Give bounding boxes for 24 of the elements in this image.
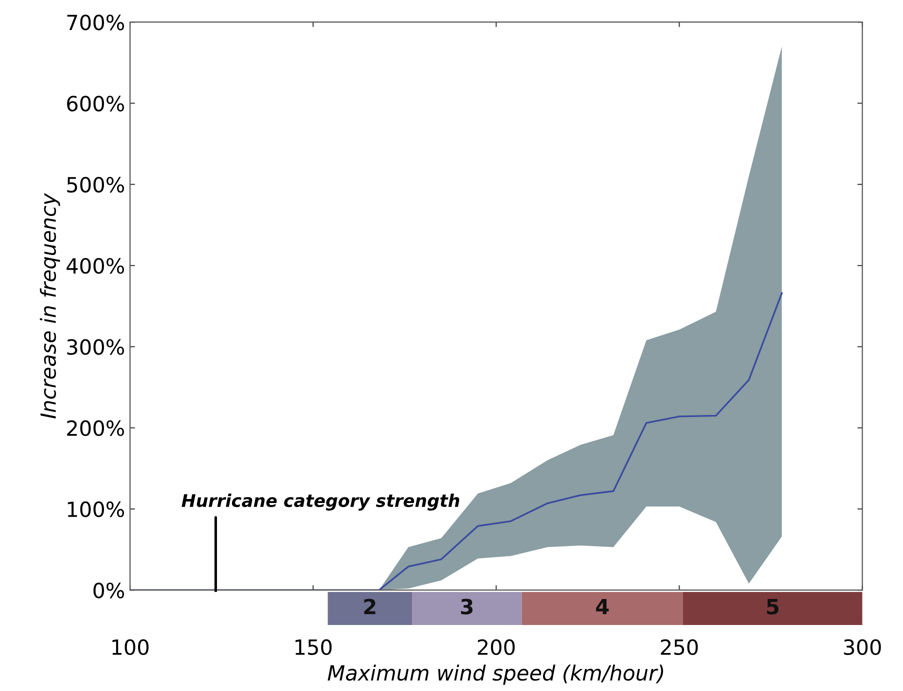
y-tick-label: 300% (67, 339, 124, 355)
y-tick-label: 700% (67, 14, 124, 30)
series-label: 2 (364, 598, 376, 614)
x-tick-label: 200 (478, 639, 515, 656)
y-tick-label: 200% (67, 420, 124, 436)
annotation: Hurricane category strength (182, 494, 460, 511)
x-tick-label: 250 (660, 639, 698, 656)
series-label: 4 (596, 598, 609, 614)
bar (328, 592, 412, 626)
y-tick-label: 500% (67, 176, 124, 193)
bar (682, 592, 862, 626)
x-tick-label: 100 (112, 639, 149, 656)
bar (412, 592, 522, 626)
y-tick-label: 400% (66, 258, 124, 274)
y-tick-label: 100% (68, 501, 124, 518)
x-tick-label: 150 (296, 639, 332, 656)
y-tick-label: 600% (67, 96, 124, 112)
x-axis-title: Maximum wind speed (km/hour) (328, 664, 664, 685)
bar (522, 592, 683, 626)
y-tick-label: 0% (93, 582, 124, 598)
series-label: 3 (461, 598, 472, 614)
series-label: 5 (767, 598, 778, 614)
x-tick-label: 300 (844, 639, 881, 656)
y-axis-title: Increase in frequency (40, 192, 60, 418)
